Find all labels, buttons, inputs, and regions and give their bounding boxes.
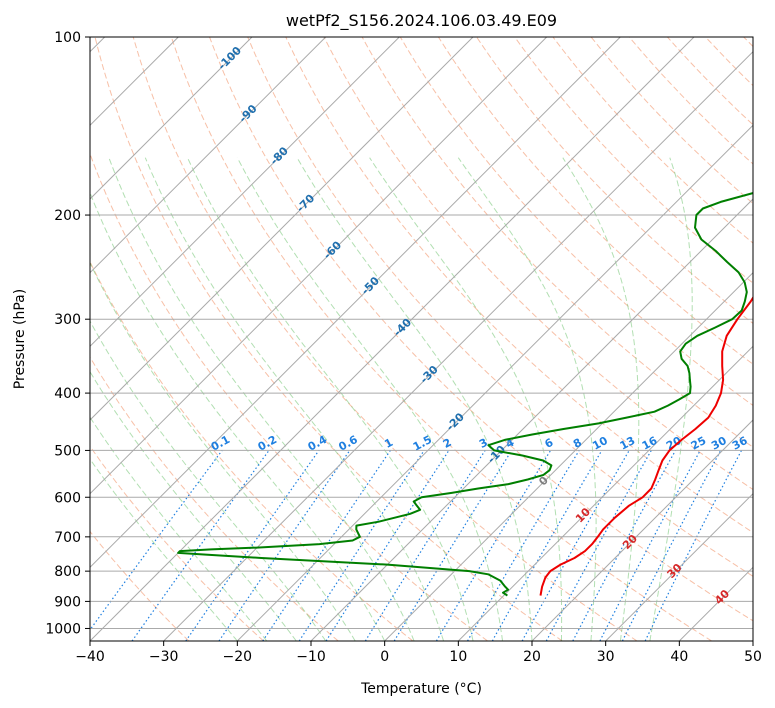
- dry-adiabat-line: [90, 152, 488, 641]
- y-tick-label: 1000: [45, 621, 81, 637]
- isotherm-line: [90, 37, 253, 200]
- dry-adiabat-line: [399, 37, 753, 407]
- isotherm-line: [236, 124, 753, 641]
- y-tick-label: 100: [54, 30, 81, 46]
- mixing-ratio-label: 36: [730, 434, 750, 453]
- isotherm-line: [163, 50, 753, 641]
- mixing-ratio-label: 20: [664, 434, 684, 453]
- dry-adiabat-line: [514, 37, 753, 284]
- profile-series: [177, 192, 753, 597]
- mixing-ratio-line: [393, 450, 513, 641]
- axes: −40 −30 −20 −10 0 10 20 30 40 50 1000 900 800 700 600 5…: [45, 30, 762, 665]
- x-tick-label: −20: [223, 649, 253, 665]
- mixing-ratio-label: 10: [590, 434, 610, 453]
- dewpoint-line: [177, 192, 753, 597]
- y-axis-title: Pressure (hPa): [12, 289, 28, 389]
- mixing-ratio-label: 25: [689, 434, 709, 453]
- y-tick-label: 800: [54, 564, 81, 580]
- x-tick-label: 20: [523, 649, 541, 665]
- temperature-line: [539, 295, 753, 596]
- mixing-ratio-label: 13: [618, 434, 638, 453]
- isotherm-line: [90, 37, 400, 348]
- y-tick-label: 300: [54, 312, 81, 328]
- x-tick-label: 0: [380, 649, 389, 665]
- y-tick-label: 900: [54, 594, 81, 610]
- isotherm-line: [310, 198, 753, 641]
- mixing-ratio-labels: 0.1 0.2 0.4 0.6 1 1.5 2 3 4 6 8 10 13 16 20 25 30 36: [209, 433, 750, 454]
- mixing-ratio-label: 16: [640, 434, 660, 453]
- x-tick-label: −40: [75, 649, 105, 665]
- dry-adiabat-line: [437, 37, 753, 365]
- mixing-ratio-line: [262, 450, 391, 641]
- isotherm-line: [752, 640, 753, 641]
- mixing-ratio-line: [572, 450, 677, 641]
- dry-adiabat-line: [90, 530, 190, 641]
- x-tick-label: 50: [744, 649, 762, 665]
- dry-adiabat-line: [90, 445, 264, 641]
- plot-background: [90, 37, 753, 641]
- x-tick-label: −10: [296, 649, 326, 665]
- x-tick-label: 10: [449, 649, 467, 665]
- isotherm-line: [90, 37, 695, 641]
- mixing-ratio-line: [545, 450, 652, 641]
- dry-adiabat-line: [94, 37, 563, 641]
- dry-adiabat-line: [90, 356, 339, 641]
- isotherm-line: [531, 419, 753, 641]
- x-tick-label: 40: [670, 649, 688, 665]
- isotherm-line: [90, 37, 327, 274]
- mixing-ratio-line: [644, 450, 743, 641]
- y-tick-label: 700: [54, 530, 81, 546]
- background-lines: [90, 37, 753, 641]
- y-tick-label: 500: [54, 443, 81, 459]
- isotherm-line: [605, 492, 753, 641]
- moist-adiabat-line: [108, 157, 415, 641]
- x-tick-label: −30: [149, 649, 179, 665]
- dry-adiabat-line: [247, 37, 753, 577]
- mixing-ratio-label: 30: [709, 434, 729, 453]
- x-tick-label: 30: [597, 649, 615, 665]
- chart-title: wetPf2_S156.2024.106.03.49.E09: [286, 11, 557, 31]
- plot-frame: [89, 36, 754, 642]
- moist-adiabat-line: [90, 191, 386, 641]
- x-axis-title: Temperature (°C): [360, 681, 482, 697]
- y-tick-label: 600: [54, 490, 81, 506]
- dry-adiabat-line: [132, 37, 638, 641]
- isotherm-line: [384, 271, 753, 641]
- mixing-ratio-line: [185, 450, 320, 641]
- moist-adiabat-line: [90, 458, 238, 641]
- isotherm-line: [90, 37, 548, 495]
- y-tick-label: 400: [54, 386, 81, 402]
- mixing-ratio-line: [218, 450, 351, 641]
- y-tick-label: 200: [54, 208, 81, 224]
- dry-adiabat-line: [209, 37, 753, 622]
- isotherm-line: [457, 345, 753, 641]
- isotherm-line: [90, 37, 474, 421]
- isotherm-line: [90, 37, 621, 569]
- mixing-ratio-line: [90, 450, 223, 631]
